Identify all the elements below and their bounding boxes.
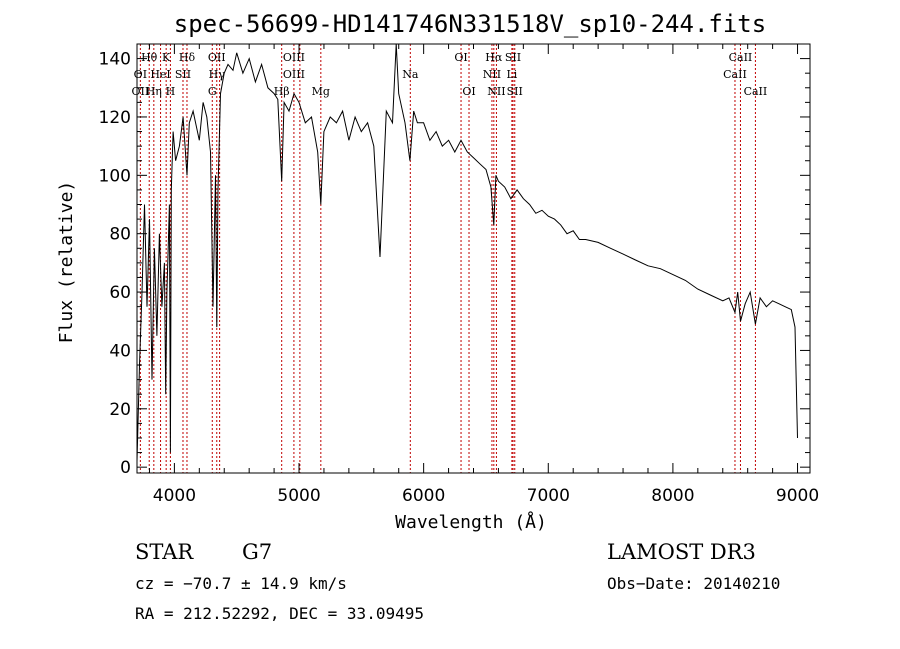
y-tick-label: 20 [109, 400, 131, 420]
sky-coordinates: RA = 212.52292, DEC = 33.09495 [135, 604, 424, 623]
y-tick-label: 100 [99, 166, 131, 186]
survey-name: LAMOST DR3 [607, 540, 756, 564]
line-marker-label: Hη [146, 85, 162, 98]
line-marker-label: Hθ [141, 51, 158, 64]
observation-date: Obs−Date: 20140210 [607, 574, 780, 593]
y-tick-label: 0 [120, 458, 131, 478]
redshift-velocity: cz = −70.7 ± 14.9 km/s [135, 574, 347, 593]
line-marker-label: SII [505, 51, 521, 64]
spectral-line-markers [139, 44, 756, 473]
x-tick-label: 5000 [277, 486, 320, 506]
line-marker-label: OIII [283, 51, 305, 64]
y-axis-ticks: 0 20 40 60 80 100 120 140 [99, 50, 810, 478]
line-marker-label: Hδ [179, 51, 196, 64]
line-marker-label: Hα [485, 51, 503, 64]
line-marker-label: OIII [283, 68, 305, 81]
plot-frame [136, 43, 811, 474]
line-marker-label: Na [402, 68, 419, 81]
y-tick-label: 120 [99, 108, 131, 128]
line-marker-label: Li [506, 68, 517, 81]
line-marker-label: NII [487, 85, 505, 98]
line-marker-label: OI [454, 51, 467, 64]
x-tick-label: 7000 [527, 486, 570, 506]
spectrum-line [136, 43, 798, 462]
x-tick-label: 9000 [776, 486, 819, 506]
x-tick-label: 6000 [402, 486, 445, 506]
line-marker-label: OI [134, 68, 147, 81]
x-axis-label: Wavelength (Å) [395, 511, 547, 533]
y-tick-label: 140 [99, 50, 131, 70]
line-marker-label: Hγ [209, 68, 226, 81]
line-marker-label: SII [507, 85, 523, 98]
spectral-subclass: G7 [242, 540, 272, 564]
x-axis-ticks: 4000 5000 6000 7000 8000 9000 [148, 44, 819, 506]
x-tick-label: 8000 [651, 486, 694, 506]
object-class: STAR [135, 540, 194, 564]
y-tick-label: 80 [109, 225, 131, 245]
chart-title: spec-56699-HD141746N331518V_sp10-244.fit… [174, 10, 766, 38]
y-tick-label: 60 [109, 283, 131, 303]
line-marker-label: Mg [312, 85, 330, 98]
line-marker-label: OI [462, 85, 475, 98]
line-marker-label: HeI [150, 68, 170, 81]
line-marker-label: G [208, 85, 217, 98]
y-axis-label: Flux (relative) [56, 181, 77, 344]
line-marker-label: OII [132, 85, 150, 98]
line-marker-label: OII [208, 51, 226, 64]
x-tick-label: 4000 [153, 486, 196, 506]
line-marker-label: H [166, 85, 176, 98]
y-tick-label: 40 [109, 341, 131, 361]
line-marker-label: K [162, 51, 171, 64]
line-marker-label: SII [175, 68, 191, 81]
line-marker-label: CaII [729, 51, 753, 64]
line-marker-label: Hβ [274, 85, 290, 98]
line-marker-label: NII [483, 68, 501, 81]
line-marker-label: CaII [723, 68, 747, 81]
line-marker-label: CaII [744, 85, 768, 98]
